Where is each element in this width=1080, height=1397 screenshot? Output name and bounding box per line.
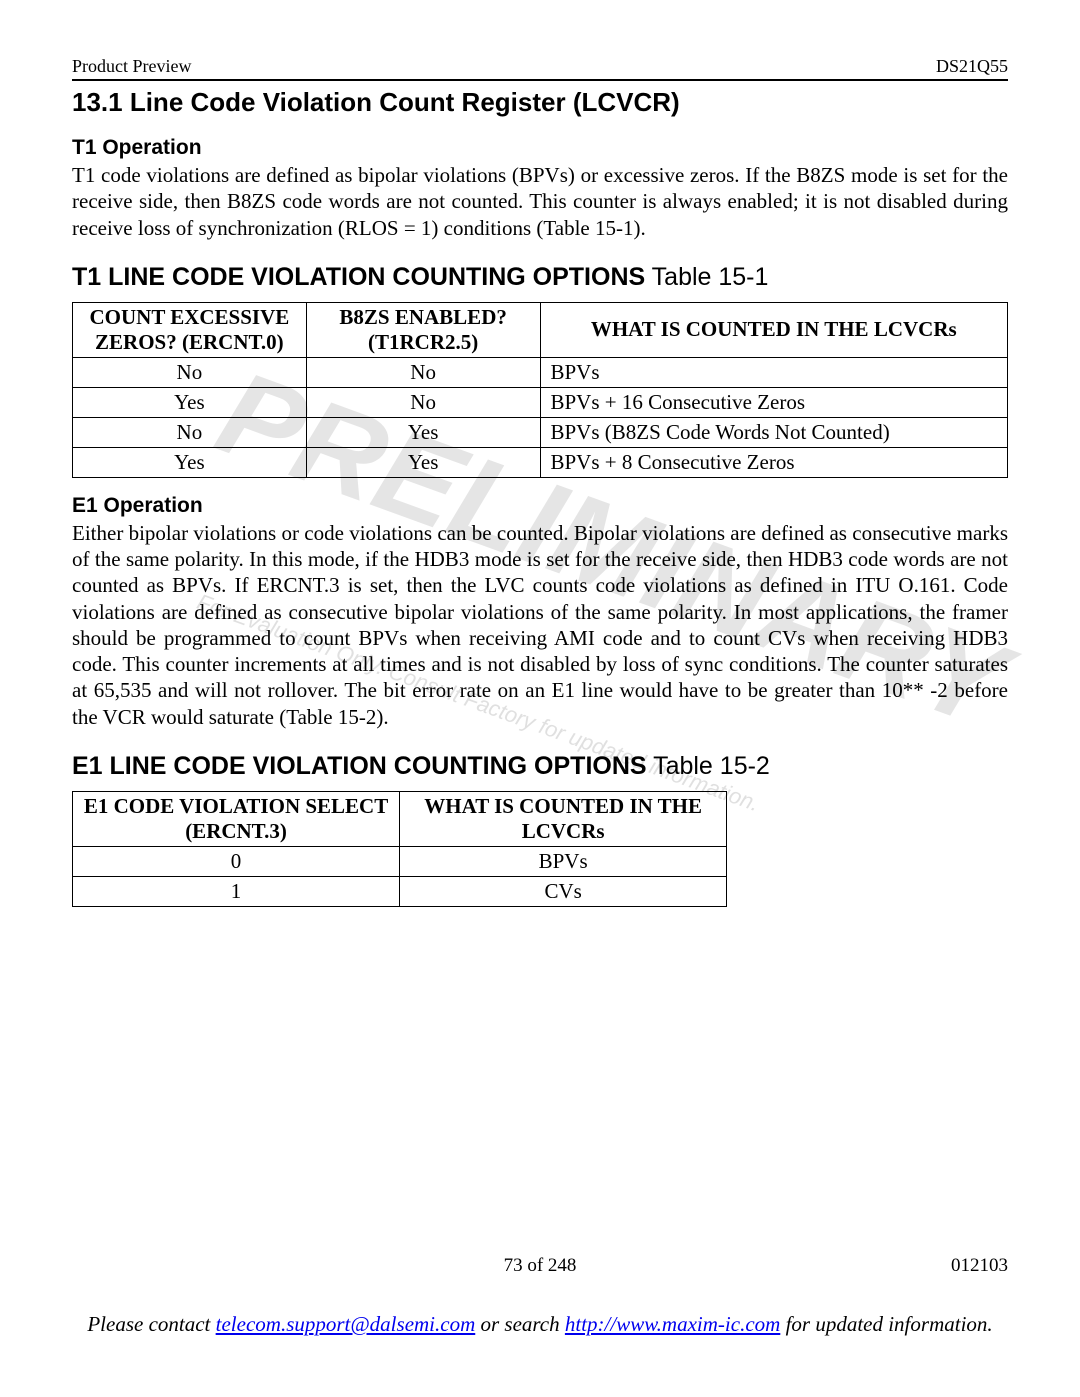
footer-doc-code: 012103	[951, 1255, 1008, 1277]
t1-cell: Yes	[306, 447, 540, 477]
e1-heading: E1 Operation	[72, 494, 1008, 518]
footer-email-link[interactable]: telecom.support@dalsemi.com	[216, 1312, 476, 1336]
e1-caption-ref: Table 15-2	[647, 752, 770, 780]
e1-cell: BPVs	[400, 846, 727, 876]
e1-caption-bold: E1 LINE CODE VIOLATION COUNTING OPTIONS	[72, 752, 647, 780]
e1-cell: 0	[73, 846, 400, 876]
table-row: 0 BPVs	[73, 846, 727, 876]
t1-table: COUNT EXCESSIVE ZEROS? (ERCNT.0) B8ZS EN…	[72, 302, 1008, 478]
t1-th-1: B8ZS ENABLED? (T1RCR2.5)	[306, 302, 540, 357]
header-right: DS21Q55	[936, 56, 1008, 77]
e1-cell: CVs	[400, 876, 727, 906]
t1-cell: Yes	[306, 417, 540, 447]
t1-cell: No	[306, 387, 540, 417]
page-header: Product Preview DS21Q55	[72, 56, 1008, 81]
e1-th-0: E1 CODE VIOLATION SELECT (ERCNT.3)	[73, 791, 400, 846]
t1-th-0: COUNT EXCESSIVE ZEROS? (ERCNT.0)	[73, 302, 307, 357]
t1-cell: No	[306, 357, 540, 387]
t1-cell: Yes	[73, 447, 307, 477]
e1-table: E1 CODE VIOLATION SELECT (ERCNT.3) WHAT …	[72, 791, 727, 907]
t1-cell: Yes	[73, 387, 307, 417]
t1-cell: No	[73, 357, 307, 387]
t1-heading: T1 Operation	[72, 136, 1008, 160]
t1-cell: BPVs (B8ZS Code Words Not Counted)	[540, 417, 1008, 447]
e1-table-caption: E1 LINE CODE VIOLATION COUNTING OPTIONS …	[72, 752, 1008, 781]
table-row: Yes Yes BPVs + 8 Consecutive Zeros	[73, 447, 1008, 477]
footer-page-number: 73 of 248	[0, 1255, 1080, 1277]
table-row: Yes No BPVs + 16 Consecutive Zeros	[73, 387, 1008, 417]
e1-cell: 1	[73, 876, 400, 906]
table-header-row: E1 CODE VIOLATION SELECT (ERCNT.3) WHAT …	[73, 791, 727, 846]
table-row: No No BPVs	[73, 357, 1008, 387]
t1-caption-ref: Table 15-1	[645, 263, 768, 291]
table-row: 1 CVs	[73, 876, 727, 906]
t1-table-caption: T1 LINE CODE VIOLATION COUNTING OPTIONS …	[72, 263, 1008, 292]
e1-th-1: WHAT IS COUNTED IN THE LCVCRs	[400, 791, 727, 846]
table-header-row: COUNT EXCESSIVE ZEROS? (ERCNT.0) B8ZS EN…	[73, 302, 1008, 357]
footer-note-prefix: Please contact	[87, 1312, 215, 1336]
section-title: 13.1 Line Code Violation Count Register …	[72, 87, 1008, 118]
t1-cell: BPVs + 8 Consecutive Zeros	[540, 447, 1008, 477]
t1-cell: BPVs	[540, 357, 1008, 387]
footer-note-suffix: for updated information.	[780, 1312, 992, 1336]
footer-url-link[interactable]: http://www.maxim-ic.com	[565, 1312, 780, 1336]
t1-cell: No	[73, 417, 307, 447]
t1-body: T1 code violations are defined as bipola…	[72, 162, 1008, 241]
table-row: No Yes BPVs (B8ZS Code Words Not Counted…	[73, 417, 1008, 447]
footer-note-mid: or search	[475, 1312, 565, 1336]
t1-cell: BPVs + 16 Consecutive Zeros	[540, 387, 1008, 417]
t1-caption-bold: T1 LINE CODE VIOLATION COUNTING OPTIONS	[72, 263, 645, 291]
e1-body: Either bipolar violations or code violat…	[72, 520, 1008, 730]
t1-th-2: WHAT IS COUNTED IN THE LCVCRs	[540, 302, 1008, 357]
header-left: Product Preview	[72, 56, 191, 77]
footer-contact-note: Please contact telecom.support@dalsemi.c…	[72, 1312, 1008, 1337]
